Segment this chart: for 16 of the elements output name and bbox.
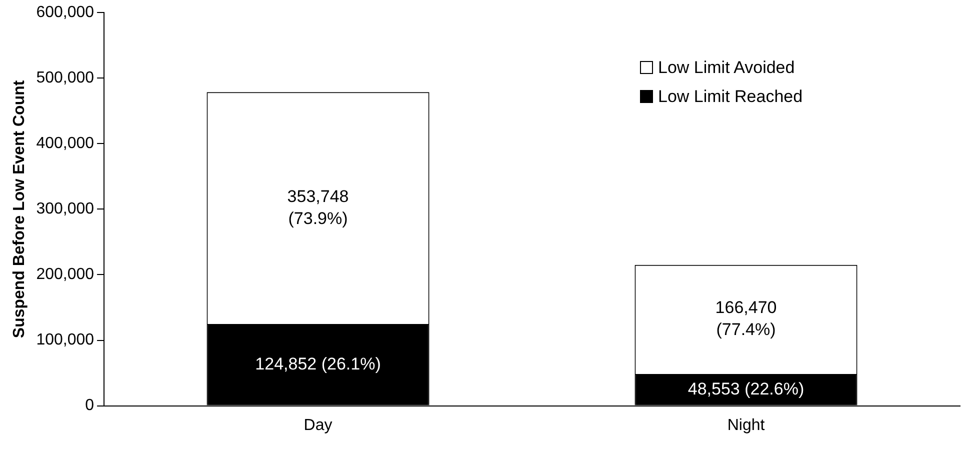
x-tick-label: Night (727, 416, 766, 434)
y-tick-label: 400,000 (36, 135, 94, 152)
data-label: 166,470 (77.4%) (715, 298, 777, 340)
y-tick-label: 0 (85, 397, 94, 414)
legend-label: Low Limit Reached (658, 86, 803, 107)
y-tick-label: 100,000 (36, 332, 94, 349)
y-tick-label: 600,000 (36, 4, 94, 22)
legend-label: Low Limit Avoided (658, 58, 795, 78)
x-tick-label: Day (304, 416, 332, 434)
data-label: 124,852 (26.1%) (255, 354, 381, 374)
data-label: 353,748 (73.9%) (287, 186, 349, 228)
y-tick-label: 200,000 (36, 266, 94, 284)
y-tick-label: 300,000 (36, 200, 94, 218)
y-axis-title: Suspend Before Low Event Count (11, 80, 28, 338)
y-tick-label: 500,000 (36, 70, 94, 87)
data-label: 48,553 (22.6%) (688, 379, 804, 398)
